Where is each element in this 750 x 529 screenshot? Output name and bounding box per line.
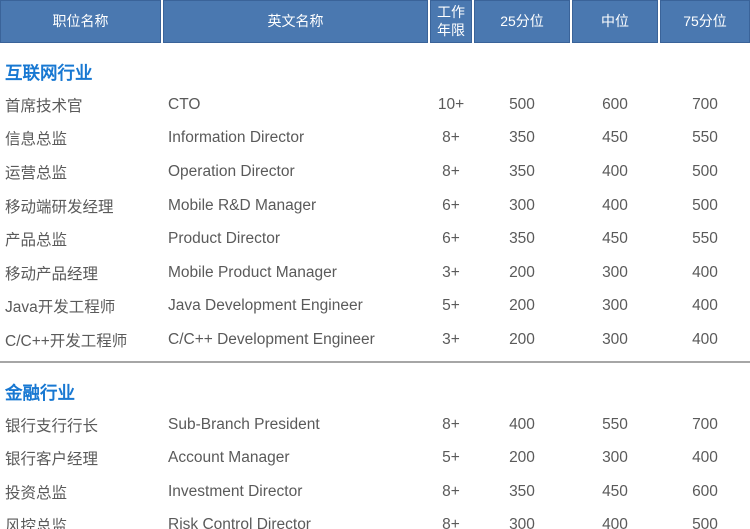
table-header-row: 职位名称 英文名称 工作年限 25分位 中位 75分位: [0, 0, 750, 43]
english-name-cell: Mobile Product Manager: [168, 263, 337, 281]
table-row: 银行支行行长 Sub-Branch President 8+ 400 550 7…: [0, 408, 750, 442]
median-cell: 400: [602, 196, 628, 214]
column-header-4: 中位: [572, 0, 658, 43]
median-cell: 450: [602, 129, 628, 147]
english-name-cell: Risk Control Director: [168, 516, 311, 529]
percentile-25-cell: 200: [509, 330, 535, 348]
position-name-cell: 移动产品经理: [5, 265, 99, 283]
english-name-cell: Sub-Branch President: [168, 415, 320, 433]
percentile-75-cell: 400: [692, 263, 718, 281]
median-cell: 300: [602, 330, 628, 348]
table-row: 产品总监 Product Director 6+ 350 450 550: [0, 222, 750, 256]
position-name-cell: 信息总监: [5, 131, 68, 149]
table-row: Java开发工程师 Java Development Engineer 5+ 2…: [0, 290, 750, 324]
table-row: 首席技术官 CTO 10+ 500 600 700: [0, 88, 750, 122]
work-years-cell: 8+: [442, 162, 460, 180]
english-name-cell: CTO: [168, 95, 201, 113]
section-title: 互联网行业: [5, 63, 93, 83]
percentile-75-cell: 700: [692, 415, 718, 433]
median-cell: 450: [602, 230, 628, 248]
percentile-75-cell: 400: [692, 449, 718, 467]
table-row: 银行客户经理 Account Manager 5+ 200 300 400: [0, 441, 750, 475]
work-years-cell: 8+: [442, 129, 460, 147]
table-row: 风控总监 Risk Control Director 8+ 300 400 50…: [0, 509, 750, 529]
table-row: 移动产品经理 Mobile Product Manager 3+ 200 300…: [0, 256, 750, 290]
position-name-cell: 投资总监: [5, 484, 68, 502]
column-header-0: 职位名称: [0, 0, 161, 43]
english-name-cell: Java Development Engineer: [168, 297, 363, 315]
column-header-3: 25分位: [474, 0, 570, 43]
percentile-75-cell: 500: [692, 162, 718, 180]
work-years-cell: 3+: [442, 330, 460, 348]
english-name-cell: Investment Director: [168, 482, 303, 500]
percentile-75-cell: 400: [692, 297, 718, 315]
section-title: 金融行业: [5, 382, 75, 403]
table-row: 运营总监 Operation Director 8+ 350 400 500: [0, 155, 750, 189]
percentile-25-cell: 500: [509, 95, 535, 113]
position-name-cell: C/C++开发工程师: [5, 332, 128, 350]
work-years-cell: 8+: [442, 516, 460, 529]
english-name-cell: Operation Director: [168, 162, 295, 180]
position-name-cell: 首席技术官: [5, 97, 83, 115]
work-years-cell: 6+: [442, 196, 460, 214]
percentile-25-cell: 300: [509, 196, 535, 214]
percentile-25-cell: 350: [509, 230, 535, 248]
median-cell: 400: [602, 162, 628, 180]
position-name-cell: 风控总监: [5, 518, 68, 529]
position-name-cell: 银行客户经理: [5, 451, 99, 469]
percentile-25-cell: 350: [509, 129, 535, 147]
work-years-cell: 10+: [437, 95, 465, 113]
percentile-25-cell: 400: [509, 415, 535, 433]
work-years-cell: 8+: [442, 415, 460, 433]
section-rows: 首席技术官 CTO 10+ 500 600 700 信息总监 Informati…: [0, 88, 750, 357]
position-name-cell: 银行支行行长: [5, 417, 99, 435]
work-years-cell: 5+: [442, 297, 460, 315]
work-years-cell: 6+: [442, 230, 460, 248]
table-row: C/C++开发工程师 C/C++ Development Engineer 3+…: [0, 323, 750, 357]
english-name-cell: Product Director: [168, 230, 280, 248]
percentile-75-cell: 550: [692, 230, 718, 248]
percentile-75-cell: 400: [692, 330, 718, 348]
column-header-1: 英文名称: [163, 0, 428, 43]
english-name-cell: Account Manager: [168, 449, 290, 467]
english-name-cell: C/C++ Development Engineer: [168, 330, 375, 348]
table-row: 移动端研发经理 Mobile R&D Manager 6+ 300 400 50…: [0, 189, 750, 223]
column-header-2: 工作年限: [430, 0, 472, 43]
percentile-75-cell: 600: [692, 482, 718, 500]
median-cell: 450: [602, 482, 628, 500]
work-years-cell: 8+: [442, 482, 460, 500]
percentile-75-cell: 500: [692, 516, 718, 529]
median-cell: 400: [602, 516, 628, 529]
section-rows: 银行支行行长 Sub-Branch President 8+ 400 550 7…: [0, 408, 750, 529]
percentile-25-cell: 200: [509, 297, 535, 315]
median-cell: 550: [602, 415, 628, 433]
table-row: 信息总监 Information Director 8+ 350 450 550: [0, 122, 750, 156]
percentile-25-cell: 300: [509, 516, 535, 529]
position-name-cell: 移动端研发经理: [5, 198, 114, 216]
percentile-75-cell: 500: [692, 196, 718, 214]
position-name-cell: Java开发工程师: [5, 299, 116, 317]
median-cell: 300: [602, 449, 628, 467]
work-years-cell: 5+: [442, 449, 460, 467]
column-header-5: 75分位: [660, 0, 750, 43]
industry-section: 互联网行业 首席技术官 CTO 10+ 500 600 700 信息总监 Inf…: [0, 60, 750, 357]
table-sections: 互联网行业 首席技术官 CTO 10+ 500 600 700 信息总监 Inf…: [0, 60, 750, 529]
english-name-cell: Mobile R&D Manager: [168, 196, 317, 214]
percentile-25-cell: 350: [509, 162, 535, 180]
industry-section: 金融行业 银行支行行长 Sub-Branch President 8+ 400 …: [0, 360, 750, 529]
english-name-cell: Information Director: [168, 129, 305, 147]
percentile-25-cell: 200: [509, 449, 535, 467]
median-cell: 600: [602, 95, 628, 113]
position-name-cell: 运营总监: [5, 164, 68, 182]
median-cell: 300: [602, 297, 628, 315]
percentile-25-cell: 350: [509, 482, 535, 500]
median-cell: 300: [602, 263, 628, 281]
table-row: 投资总监 Investment Director 8+ 350 450 600: [0, 475, 750, 509]
percentile-75-cell: 700: [692, 95, 718, 113]
position-name-cell: 产品总监: [5, 232, 68, 250]
percentile-25-cell: 200: [509, 263, 535, 281]
work-years-cell: 3+: [442, 263, 460, 281]
percentile-75-cell: 550: [692, 129, 718, 147]
